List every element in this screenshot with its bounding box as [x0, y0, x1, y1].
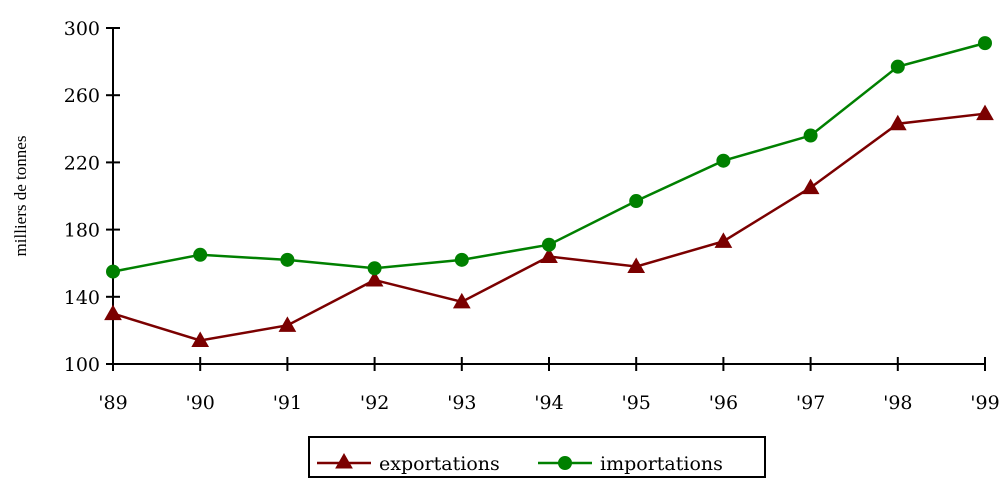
data-point-importations: [716, 153, 731, 168]
data-point-exportations: [365, 270, 384, 287]
data-point-importations: [280, 252, 295, 267]
data-point-exportations: [540, 247, 558, 263]
x-tick-label: '92: [360, 392, 389, 414]
x-tick-label: '98: [883, 392, 912, 414]
legend-label-importations: importations: [600, 453, 723, 475]
legend-label-exportations: exportations: [379, 453, 500, 475]
data-point-exportations: [104, 304, 122, 321]
x-tick-label: '91: [273, 392, 302, 414]
legend-marker-importations: [558, 456, 572, 470]
data-point-exportations: [714, 232, 733, 248]
data-point-importations: [542, 237, 556, 252]
x-tick-label: '89: [98, 392, 127, 414]
x-tick-label: '99: [970, 392, 999, 414]
data-point-exportations: [888, 114, 907, 131]
data-point-importations: [890, 59, 905, 74]
x-tick-label: '94: [534, 392, 563, 414]
x-tick-label: '97: [796, 392, 825, 414]
data-point-exportations: [191, 331, 210, 347]
y-tick-label: 180: [64, 220, 100, 242]
y-tick-label: 100: [64, 354, 100, 376]
x-tick-label: '90: [185, 392, 214, 414]
data-point-exportations: [452, 292, 471, 309]
data-point-exportations: [278, 316, 297, 332]
series-line-exportations: [112, 112, 986, 342]
data-point-importations: [106, 264, 120, 279]
x-tick-label: '93: [447, 392, 476, 414]
legend-box: [308, 436, 766, 478]
y-tick-label: 300: [64, 18, 100, 40]
y-axis-label: milliers de tonnes: [11, 136, 30, 257]
y-tick-label: 140: [64, 287, 100, 309]
plot-area: 100 140 180 220 260 300 '89 '90 '91 '92 '93 '94 '95 '…: [64, 18, 1000, 414]
data-point-importations: [629, 194, 644, 209]
data-point-importations: [803, 128, 818, 143]
data-point-importations: [367, 261, 382, 276]
x-tick-label: '96: [709, 392, 738, 414]
data-point-importations: [454, 252, 469, 267]
data-point-importations: [978, 36, 992, 51]
series-line-importations: [112, 41, 986, 273]
data-point-importations: [193, 247, 208, 262]
x-tick-label: '95: [621, 392, 650, 414]
data-point-exportations: [801, 178, 820, 195]
y-tick-label: 260: [64, 85, 100, 107]
legend: exportations importations: [308, 436, 766, 478]
data-point-exportations: [976, 104, 994, 121]
data-point-exportations: [627, 257, 646, 274]
y-tick-label: 220: [64, 152, 100, 174]
legend-marker-exportations: [335, 452, 353, 469]
